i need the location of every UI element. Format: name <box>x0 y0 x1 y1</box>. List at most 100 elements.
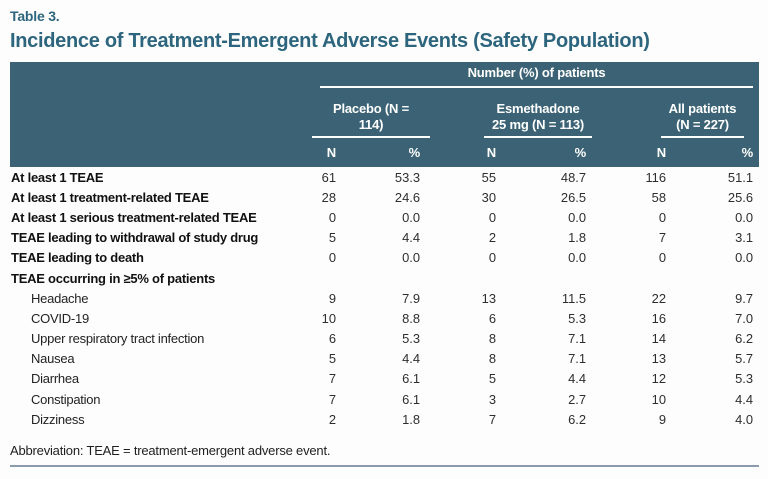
value-cell: 9 <box>658 411 666 427</box>
table-row: At least 1 TEAE 61 53.3 55 48.7 116 51.1 <box>10 167 759 187</box>
adverse-events-table: Number (%) of patients Placebo (N = 114)… <box>10 62 760 429</box>
value-cell: 7 <box>488 411 496 427</box>
value-cell: 16 <box>651 310 666 326</box>
value-cell: 5.3 <box>402 331 420 347</box>
value-cell: 0 <box>488 250 496 266</box>
spanner-cell: Number (%) of patients <box>312 62 760 88</box>
value-cell: 0 <box>658 250 666 266</box>
value-cell: 0 <box>328 209 336 225</box>
value-cell: 5 <box>328 230 336 246</box>
value-cell: 10 <box>321 310 336 326</box>
subheader-cell: N <box>312 138 358 167</box>
value-cell: 8 <box>488 331 496 347</box>
row-label: TEAE leading to death <box>11 250 144 266</box>
table-row: TEAE occurring in ≥5% of patients <box>10 268 759 288</box>
table-row: TEAE leading to withdrawal of study drug… <box>10 228 759 248</box>
value-cell: 25.6 <box>727 189 754 205</box>
value-cell: 51.1 <box>727 169 754 185</box>
table-row: Nausea 5 4.4 8 7.1 13 5.7 <box>10 349 759 369</box>
value-cell: 0 <box>658 209 666 225</box>
value-cell <box>676 268 759 288</box>
value-cell: 12 <box>651 371 666 387</box>
value-cell: 5.7 <box>735 351 754 367</box>
group-header-row: Placebo (N = 114) Esmethadone 25 mg (N = 1… <box>10 88 760 138</box>
row-label: Nausea <box>31 351 75 367</box>
table-row: Dizziness 2 1.8 7 6.2 9 4.0 <box>10 409 759 429</box>
table-row: Diarrhea 7 6.1 5 4.4 12 5.3 <box>10 369 759 389</box>
value-cell: 7 <box>328 391 336 407</box>
value-cell: 4.4 <box>402 230 420 246</box>
value-cell: 58 <box>651 189 666 205</box>
value-cell: 7 <box>328 371 336 387</box>
row-label: Diarrhea <box>31 371 79 387</box>
value-cell: 26.5 <box>560 189 586 205</box>
value-cell: 2.7 <box>568 391 586 407</box>
value-cell: 7.9 <box>402 290 420 306</box>
group-header-cell: Esmethadone 25 mg (N = 113) <box>430 88 596 138</box>
value-cell: 13 <box>651 351 666 367</box>
group-header-label: Esmethadone 25 mg (N = 113) <box>483 101 593 138</box>
value-cell: 0.0 <box>735 209 754 225</box>
table-row: At least 1 serious treatment-related TEA… <box>10 207 759 227</box>
value-cell: 14 <box>651 331 666 347</box>
value-cell: 0 <box>488 209 496 225</box>
value-cell: 6 <box>328 331 336 347</box>
value-cell: 4.0 <box>735 411 754 427</box>
value-cell: 8.8 <box>402 310 420 326</box>
row-label: At least 1 treatment-related TEAE <box>11 189 209 205</box>
value-cell: 8 <box>488 351 496 367</box>
row-label: COVID-19 <box>31 310 89 326</box>
value-cell: 0.0 <box>568 250 586 266</box>
value-cell: 6.2 <box>735 331 754 347</box>
value-cell: 116 <box>645 169 666 185</box>
value-cell: 9 <box>328 290 336 306</box>
value-cell: 7.1 <box>568 351 586 367</box>
value-cell: 30 <box>481 189 496 205</box>
row-label: Headache <box>31 290 89 306</box>
row-label: TEAE occurring in ≥5% of patients <box>11 270 216 286</box>
value-cell <box>312 268 358 288</box>
value-cell <box>430 268 506 288</box>
table-row: TEAE leading to death 0 0.0 0 0.0 0 0.0 <box>10 248 759 268</box>
row-label: Dizziness <box>31 411 85 427</box>
group-header-cell: Placebo (N = 114) <box>312 88 430 138</box>
value-cell: 7 <box>658 230 666 246</box>
value-cell: 61 <box>321 169 336 185</box>
value-cell: 0.0 <box>402 209 420 225</box>
group-header-label: All patients (N = 227) <box>660 101 745 138</box>
value-cell: 6.2 <box>568 411 586 427</box>
row-label: Constipation <box>31 391 101 407</box>
footnote: Abbreviation: TEAE = treatment-emergent … <box>10 443 331 459</box>
value-cell: 5 <box>488 371 496 387</box>
value-cell: 24.6 <box>394 189 420 205</box>
spanner-row: Number (%) of patients <box>10 62 760 88</box>
value-cell: 5 <box>328 351 336 367</box>
table-row: At least 1 treatment-related TEAE 28 24.6 3… <box>10 187 759 207</box>
value-cell: 11.5 <box>561 290 586 306</box>
row-label: At least 1 serious treatment-related TEA… <box>11 209 257 225</box>
bottom-rule <box>10 465 759 468</box>
value-cell: 7.1 <box>568 331 586 347</box>
subheader-cell: N <box>430 138 506 167</box>
row-label: TEAE leading to withdrawal of study drug <box>11 230 259 246</box>
group-header-label: Placebo (N = 114) <box>312 101 430 138</box>
subheader-row: N% N% N% <box>10 138 760 167</box>
value-cell: 0.0 <box>735 250 754 266</box>
value-cell: 1.8 <box>402 411 420 427</box>
header-empty-cell <box>10 88 312 138</box>
value-cell: 3 <box>488 391 496 407</box>
value-cell: 3.1 <box>735 230 754 246</box>
value-cell: 28 <box>321 189 336 205</box>
value-cell: 4.4 <box>402 351 420 367</box>
row-label: At least 1 TEAE <box>11 169 104 185</box>
value-cell: 48.7 <box>560 169 586 185</box>
value-cell <box>596 268 676 288</box>
value-cell: 4.4 <box>735 391 754 407</box>
table-number-label: Table 3. <box>10 8 60 24</box>
subheader-cell: N <box>596 138 676 167</box>
value-cell: 2 <box>328 411 336 427</box>
value-cell: 1.8 <box>568 230 586 246</box>
value-cell: 6 <box>488 310 496 326</box>
value-cell: 10 <box>651 391 666 407</box>
